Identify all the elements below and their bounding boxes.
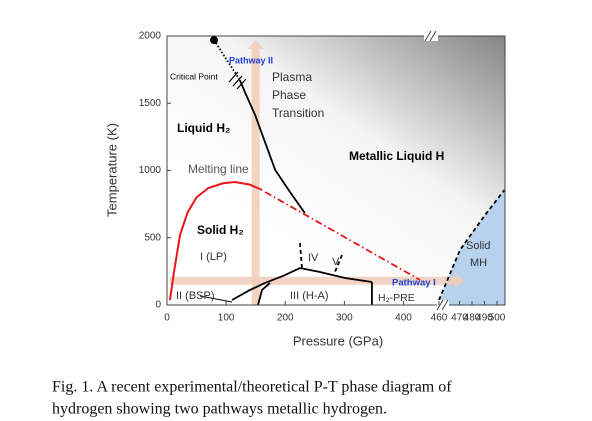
x-tick-label: 480 [464,313,481,324]
annotation: Pathway I [392,278,436,289]
y-tick-label: 1500 [139,98,162,109]
annotation: Plasma [272,70,312,84]
x-tick-label: 460 [431,313,448,324]
phase-boundary [257,282,271,305]
pathway-arrow [169,272,465,289]
annotation: Phase [272,88,306,102]
annotation: Melting line [188,162,249,176]
annotation: Critical Point [170,71,218,81]
annotation: Pathway II [229,55,273,65]
annotation: II (BSP) [176,290,215,302]
x-tick-label: 100 [218,313,235,324]
plot-area [168,39,505,305]
annotation: III (H-A) [290,290,329,302]
phase-boundary [213,39,241,81]
critical-point [210,36,219,45]
phase-boundary [231,267,301,301]
phase-boundary [168,181,263,301]
annotation: Liquid H₂ [177,121,230,135]
phase-boundary [238,79,306,214]
phase-boundary [438,189,505,301]
annotation: Transition [272,106,324,120]
y-tick-label: 1000 [139,165,162,176]
annotation: MH [470,257,487,269]
plot-background [167,36,505,305]
phase-boundary [299,267,373,283]
annotation: H₂-PRE [378,292,415,304]
caption-line: hydrogen showing two pathways metallic h… [52,401,387,418]
annotation: Metallic Liquid H [349,149,444,163]
x-tick-label: 200 [277,313,294,324]
x-tick-label: 470 [451,313,468,324]
annotation: V [332,256,340,268]
label-pointer [199,295,233,303]
x-tick-label: 500 [489,313,506,324]
y-tick-label: 2000 [139,31,162,42]
caption-line: Fig. 1. A recent experimental/theoretica… [52,379,452,396]
annotation: IV [308,252,319,264]
x-tick-label: 300 [336,313,353,324]
transition-marks [228,71,247,90]
y-tick-label: 0 [155,300,161,311]
y-axis-label: Temperature (K) [104,123,119,217]
annotation: Solid [466,240,490,252]
axis-break [424,30,449,311]
x-axis-label: Pressure (GPa) [293,333,383,348]
y-tick-label: 500 [144,232,161,243]
x-tick-label: 0 [164,313,170,324]
annotation: Solid H₂ [197,223,244,237]
x-tick-label: 490 [476,313,493,324]
phase-boundary [334,254,343,273]
annotation: I (LP) [200,251,227,263]
phase-boundary [264,191,421,281]
x-tick-label: 400 [395,313,412,324]
